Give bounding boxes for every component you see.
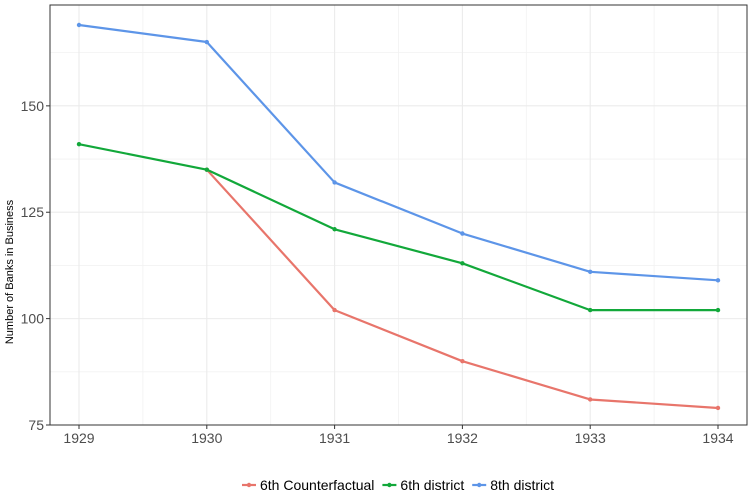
x-tick-label: 1933 xyxy=(575,430,606,446)
data-point xyxy=(204,167,209,172)
data-point xyxy=(715,278,721,283)
legend-label: 8th district xyxy=(490,477,554,493)
legend-swatch-point xyxy=(246,482,252,488)
legend-swatch-point xyxy=(477,482,482,488)
series-3 xyxy=(76,22,721,283)
data-point xyxy=(460,231,465,236)
data-point xyxy=(332,180,337,185)
y-axis-title: Number of Banks in Business xyxy=(4,199,16,344)
y-tick-label: 100 xyxy=(21,311,45,327)
legend-swatch-point xyxy=(387,482,392,488)
legend-item-2: 6th district xyxy=(382,477,464,493)
legend-item-1: 6th Counterfactual xyxy=(242,477,374,493)
data-point xyxy=(332,227,337,232)
minor-gridlines xyxy=(50,5,747,425)
data-point xyxy=(76,22,82,28)
data-point xyxy=(204,39,209,45)
series-layer xyxy=(76,22,721,411)
y-tick-label: 125 xyxy=(21,204,45,220)
legend-label: 6th Counterfactual xyxy=(260,477,374,493)
y-axis: 75 100 125 150 xyxy=(21,98,50,433)
legend: 6th Counterfactual 6th district 8th distri… xyxy=(242,477,554,493)
series-line xyxy=(77,143,720,312)
y-tick-label: 75 xyxy=(28,417,44,433)
major-gridlines xyxy=(50,5,747,426)
x-tick-label: 1929 xyxy=(63,430,94,446)
legend-item-3: 8th district xyxy=(472,477,554,493)
x-tick-label: 1934 xyxy=(702,430,733,446)
y-tick-label: 150 xyxy=(21,98,45,114)
data-point xyxy=(715,307,721,313)
series-2 xyxy=(76,141,721,313)
data-point xyxy=(76,141,82,147)
x-tick-label: 1931 xyxy=(319,430,350,446)
data-point xyxy=(588,269,593,275)
x-axis: 1929 1930 1931 1932 1933 1934 xyxy=(63,425,734,446)
x-tick-label: 1932 xyxy=(447,430,478,446)
data-point xyxy=(588,397,593,402)
data-point xyxy=(715,405,721,411)
legend-label: 6th district xyxy=(400,477,464,493)
data-point xyxy=(460,358,465,364)
series-line xyxy=(77,23,720,282)
plot-panel-border xyxy=(49,4,748,426)
data-point xyxy=(588,307,593,313)
data-point xyxy=(460,261,465,266)
data-point xyxy=(332,307,337,313)
x-tick-label: 1930 xyxy=(191,430,222,446)
